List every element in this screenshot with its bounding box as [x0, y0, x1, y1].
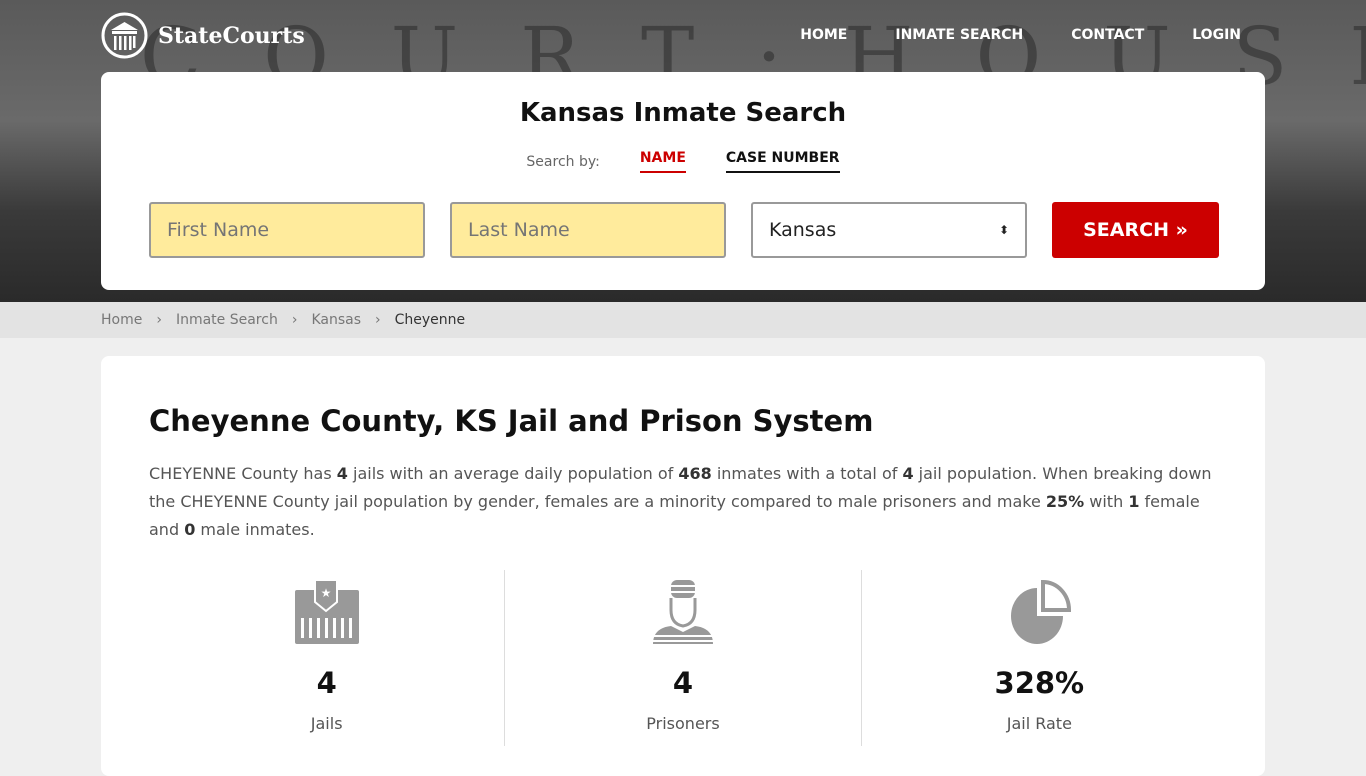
first-name-input[interactable] [149, 202, 425, 258]
jail-icon: ★ [294, 579, 359, 644]
state-value: Kansas [769, 219, 837, 241]
breadcrumb: Home › Inmate Search › Kansas › Cheyenne [0, 302, 1366, 338]
stat-jail-rate: 328% Jail Rate [862, 570, 1217, 746]
state-select[interactable]: Kansas ⬍ [751, 202, 1027, 258]
search-by-label: Search by: [526, 153, 600, 170]
prisoner-icon [652, 580, 713, 644]
page-title: Cheyenne County, KS Jail and Prison Syst… [149, 404, 874, 438]
prisoners-label: Prisoners [646, 714, 720, 733]
breadcrumb-inmate-search[interactable]: Inmate Search [175, 312, 278, 328]
nav-inmate-search[interactable]: INMATE SEARCH [895, 27, 1024, 43]
search-button[interactable]: SEARCH » [1052, 202, 1219, 258]
nav-home[interactable]: HOME [800, 27, 848, 43]
jail-rate-label: Jail Rate [1006, 714, 1072, 733]
tab-name[interactable]: NAME [639, 150, 686, 173]
search-card: Kansas Inmate Search Search by: NAME CAS… [101, 72, 1265, 290]
prisoners-count: 4 [672, 666, 694, 700]
select-arrows-icon: ⬍ [998, 223, 1009, 237]
nav-login[interactable]: LOGIN [1192, 27, 1241, 43]
jails-label: Jails [310, 714, 343, 733]
nav-contact[interactable]: CONTACT [1071, 27, 1145, 43]
breadcrumb-kansas[interactable]: Kansas [311, 312, 361, 328]
pie-chart-icon [1011, 579, 1072, 644]
county-info: Cheyenne County, KS Jail and Prison Syst… [101, 356, 1265, 776]
svg-text:★: ★ [320, 586, 331, 600]
stat-jails: ★ 4 Jails [149, 570, 506, 746]
jail-rate-value: 328% [994, 666, 1085, 700]
breadcrumb-home[interactable]: Home [101, 312, 143, 328]
chevron-right-icon: › [156, 312, 162, 328]
breadcrumb-current: Cheyenne [394, 312, 466, 328]
main-nav: HOME INMATE SEARCH CONTACT LOGIN [800, 27, 1241, 43]
courthouse-logo-icon [101, 12, 148, 59]
chevron-right-icon: › [291, 312, 298, 328]
logo-text: StateCourts [158, 22, 305, 49]
last-name-input[interactable] [450, 202, 726, 258]
tab-case-number[interactable]: CASE NUMBER [725, 150, 840, 173]
chevron-right-icon: › [375, 312, 381, 328]
jails-count: 4 [316, 666, 337, 700]
logo[interactable]: StateCourts [101, 12, 305, 59]
summary-text: CHEYENNE County has 4 jails with an aver… [149, 464, 1212, 539]
stat-prisoners: 4 Prisoners [505, 570, 862, 746]
search-title: Kansas Inmate Search [519, 98, 847, 128]
